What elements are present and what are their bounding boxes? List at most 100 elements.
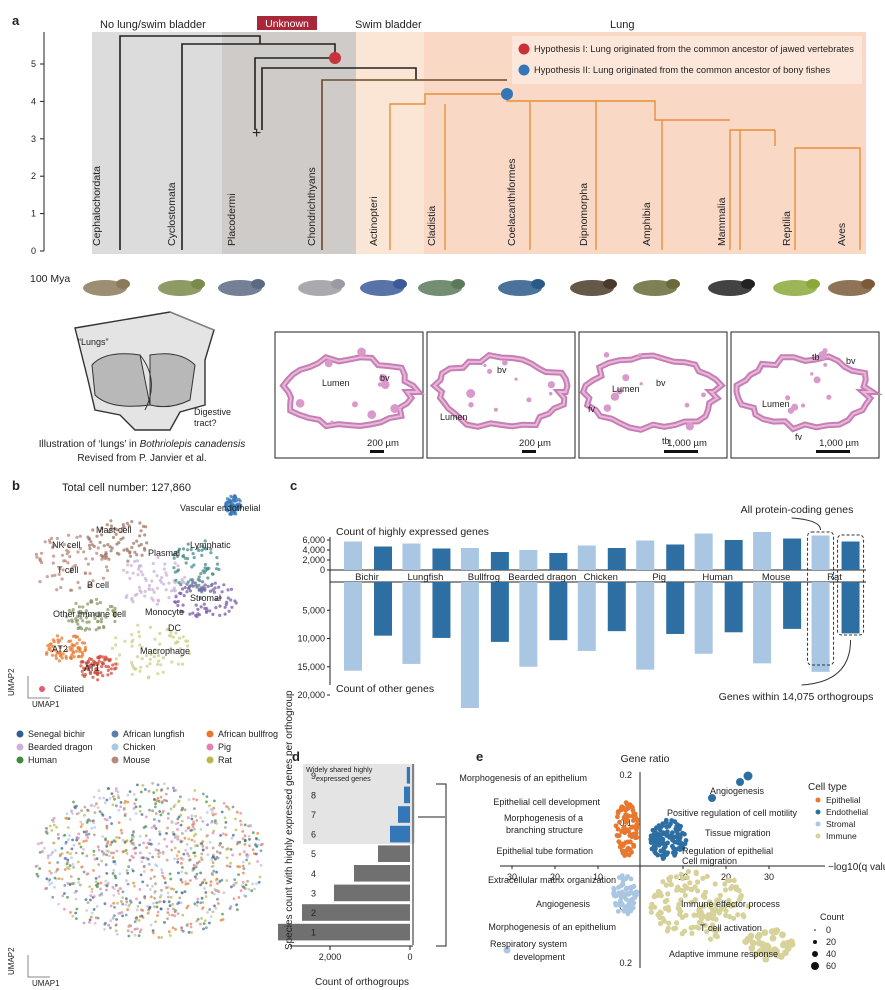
umap-species-point	[193, 789, 197, 792]
umap-point	[176, 603, 180, 608]
umap-point	[114, 657, 118, 661]
cluster-label-dc: DC	[168, 623, 181, 633]
umap-point	[185, 590, 189, 594]
chart-d-category-4: 4	[311, 869, 316, 879]
umap-point	[87, 537, 91, 541]
umap-point	[67, 639, 71, 644]
cell-type-dot	[815, 833, 821, 839]
umap-point	[176, 662, 181, 666]
enrichment-point	[674, 887, 680, 893]
umap-species-point	[200, 896, 204, 900]
umap-species-point	[157, 936, 161, 939]
umap-species-point	[75, 907, 79, 911]
umap-species-point	[80, 809, 83, 812]
umap-species-point	[241, 871, 245, 875]
term-left-bottom: development	[513, 952, 565, 962]
umap-point	[76, 622, 80, 626]
category-label-lungfish: Lungfish	[407, 572, 443, 583]
enrichment-point	[726, 914, 733, 920]
umap-point	[226, 588, 230, 592]
umap-species-point	[242, 885, 246, 889]
umap-species-point	[105, 884, 109, 888]
animal-illustration-coelacanthiformes	[498, 279, 545, 296]
umap-species-point	[103, 922, 107, 926]
animal-illustration-placodermi	[218, 279, 265, 296]
umap-species-point	[199, 922, 202, 926]
unknown-badge	[257, 16, 317, 30]
umap-point	[233, 494, 237, 498]
umap-point	[215, 567, 219, 571]
enrichment-point	[660, 823, 665, 828]
umap-species-point	[214, 812, 217, 816]
umap-point	[196, 612, 200, 616]
bar-bottom-all-mouse	[753, 582, 772, 664]
umap-species-point	[135, 908, 139, 912]
species-legend-dot	[16, 730, 24, 738]
umap-point	[167, 596, 171, 600]
umap-point	[143, 594, 147, 598]
umap-point	[226, 509, 230, 513]
umap-species-point	[191, 823, 195, 827]
species-legend-dot	[111, 730, 119, 738]
species-legend-bearded-dragon: Bearded dragon	[28, 742, 93, 752]
umap-species-point	[89, 915, 93, 919]
umap-point	[179, 654, 183, 659]
umap-species-point	[125, 879, 128, 883]
enrichment-point	[613, 893, 618, 899]
umap-species-point	[69, 875, 73, 878]
umap-point	[167, 634, 172, 638]
umap-species-point	[67, 817, 71, 820]
umap-point	[111, 610, 115, 614]
orthogroup-bar-3	[334, 884, 410, 902]
umap-point	[95, 551, 99, 555]
tree-branch-cephalochordata	[119, 35, 261, 250]
umap-species-point	[176, 817, 180, 821]
umap-point	[119, 537, 123, 541]
umap-species-point	[63, 884, 67, 887]
umap-species-point	[132, 807, 136, 810]
umap-species-point	[105, 826, 109, 830]
umap-species-point	[170, 820, 174, 823]
umap-point	[98, 601, 102, 605]
umap-species-point	[218, 843, 222, 847]
umap-point	[163, 562, 167, 566]
umap-species-point	[211, 873, 215, 877]
bar-top-ortho-lungfish	[432, 548, 451, 570]
umap-point	[51, 644, 55, 649]
umap-species-point	[92, 869, 95, 872]
term-left-top: Morphogenesis of a	[504, 813, 583, 823]
umap-point	[70, 610, 74, 614]
enrichment-point	[623, 840, 628, 846]
umap-point	[155, 586, 160, 590]
umap-species-point	[48, 878, 52, 881]
umap-species-point	[99, 887, 102, 891]
umap-species-point	[41, 850, 44, 853]
umap-species-point	[138, 805, 142, 808]
enrichment-point	[755, 932, 763, 939]
chart-e-y-tick: 0.2	[619, 958, 632, 968]
umap-species-point	[199, 883, 203, 887]
cell-type-title: Cell type	[808, 782, 847, 793]
umap-species-point	[86, 819, 90, 823]
hypothesis-1-node	[329, 52, 341, 64]
umap-species-point	[160, 871, 164, 875]
umap-point	[34, 552, 39, 557]
umap-species-point	[175, 835, 179, 839]
enrichment-point	[672, 852, 677, 858]
umap-point	[82, 550, 86, 554]
count-dot	[814, 929, 816, 931]
umap-point	[138, 588, 142, 593]
umap-point	[76, 646, 80, 650]
enrichment-point	[648, 909, 655, 915]
umap-point	[70, 620, 74, 624]
cluster-label-plasmal: Plasmal	[148, 548, 180, 558]
umap-species-point	[238, 852, 242, 856]
umap-species-point	[125, 852, 129, 855]
umap-point	[188, 584, 192, 588]
umap-species-point	[145, 856, 149, 860]
umap-species-point	[95, 802, 98, 806]
umap-point	[137, 585, 142, 589]
umap-species-point	[66, 882, 70, 885]
umap-species-point	[146, 841, 150, 845]
